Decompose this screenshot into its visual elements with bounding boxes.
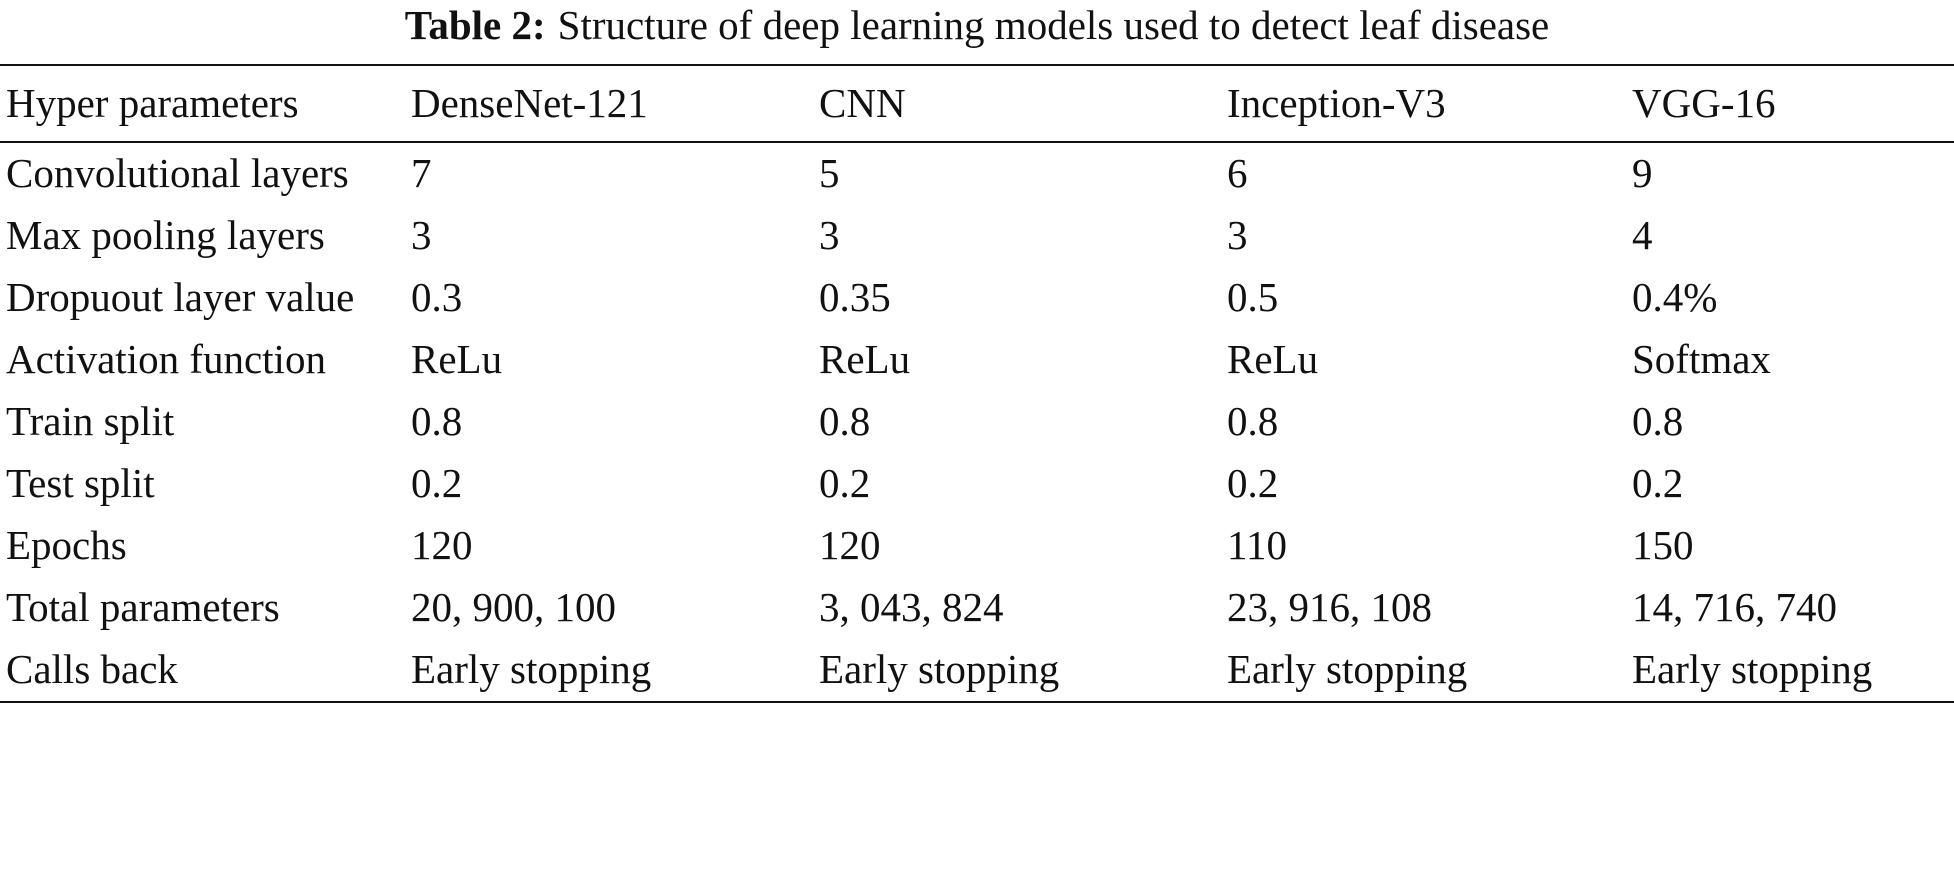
table-cell: 0.5 — [1227, 274, 1279, 320]
header-cell: DenseNet-121 — [411, 80, 648, 126]
header-cell: Inception-V3 — [1227, 80, 1446, 126]
row-label: Epochs — [6, 522, 127, 568]
data-table: Hyper parameters DenseNet-121 CNN Inception… — [0, 64, 1954, 703]
table-cell: 110 — [1227, 522, 1287, 568]
caption-text: Structure of deep learning models used t… — [557, 2, 1550, 48]
row-label: Total parameters — [6, 584, 280, 630]
table-cell: 0.2 — [819, 460, 871, 506]
table-cell: 4 — [1632, 212, 1653, 258]
table-row: Convolutional layers 7 5 6 9 — [0, 142, 1954, 205]
table-cell: 0.8 — [1632, 398, 1684, 444]
table-row: Dropuout layer value 0.3 0.35 0.5 0.4% — [0, 267, 1954, 329]
header-cell: VGG-16 — [1632, 80, 1776, 126]
header-row: Hyper parameters DenseNet-121 CNN Inception… — [0, 65, 1954, 142]
table-cell: Early stopping — [1632, 646, 1873, 692]
table-cell: Early stopping — [819, 646, 1060, 692]
table-cell: 0.2 — [1227, 460, 1279, 506]
table-cell: 9 — [1632, 150, 1653, 196]
table-cell: 0.8 — [819, 398, 871, 444]
row-label: Calls back — [6, 646, 178, 692]
table-row: Train split 0.8 0.8 0.8 0.8 — [0, 391, 1954, 453]
table-cell: 3 — [1227, 212, 1248, 258]
table-cell: 3 — [411, 212, 432, 258]
table-cell: Softmax — [1632, 336, 1771, 382]
row-label: Max pooling layers — [6, 212, 325, 258]
table-cell: ReLu — [819, 336, 911, 382]
row-label: Test split — [6, 460, 155, 506]
table-cell: ReLu — [1227, 336, 1319, 382]
table-cell: 3, 043, 824 — [819, 584, 1004, 630]
table-row: Epochs 120 120 110 150 — [0, 515, 1954, 577]
table-cell: 20, 900, 100 — [411, 584, 616, 630]
table-cell: 0.4% — [1632, 274, 1718, 320]
table-row: Total parameters 20, 900, 100 3, 043, 824 2… — [0, 577, 1954, 639]
table-cell: Early stopping — [411, 646, 652, 692]
header-cell: CNN — [819, 80, 906, 126]
table-cell: 3 — [819, 212, 840, 258]
row-label: Convolutional layers — [6, 150, 349, 196]
table-cell: 7 — [411, 150, 432, 196]
table-cell: 0.8 — [1227, 398, 1279, 444]
row-label: Train split — [6, 398, 175, 444]
table-cell: Early stopping — [1227, 646, 1468, 692]
table-row: Activation function ReLu ReLu ReLu Softmax — [0, 329, 1954, 391]
table-row: Calls back Early stopping Early stopping Ea… — [0, 639, 1954, 702]
header-cell: Hyper parameters — [6, 80, 299, 126]
table-cell: 6 — [1227, 150, 1248, 196]
table-cell: 0.2 — [411, 460, 463, 506]
table-cell: 120 — [819, 522, 881, 568]
table-caption: Table 2: Structure of deep learning model… — [0, 0, 1954, 50]
table-cell: 0.8 — [411, 398, 463, 444]
table-body: Convolutional layers 7 5 6 9 Max pooling laye… — [0, 142, 1954, 702]
row-label: Activation function — [6, 336, 326, 382]
table-cell: 150 — [1632, 522, 1694, 568]
table-header: Hyper parameters DenseNet-121 CNN Inception… — [0, 65, 1954, 142]
table-cell: 23, 916, 108 — [1227, 584, 1432, 630]
table-row: Test split 0.2 0.2 0.2 0.2 — [0, 453, 1954, 515]
caption-label: Table 2: — [404, 2, 546, 48]
table-cell: 0.2 — [1632, 460, 1684, 506]
table-cell: 120 — [411, 522, 473, 568]
row-label: Dropuout layer value — [6, 274, 355, 320]
table-row: Max pooling layers 3 3 3 4 — [0, 205, 1954, 267]
table-cell: ReLu — [411, 336, 503, 382]
table-cell: 14, 716, 740 — [1632, 584, 1837, 630]
table-cell: 5 — [819, 150, 840, 196]
table-cell: 0.3 — [411, 274, 463, 320]
table-cell: 0.35 — [819, 274, 891, 320]
